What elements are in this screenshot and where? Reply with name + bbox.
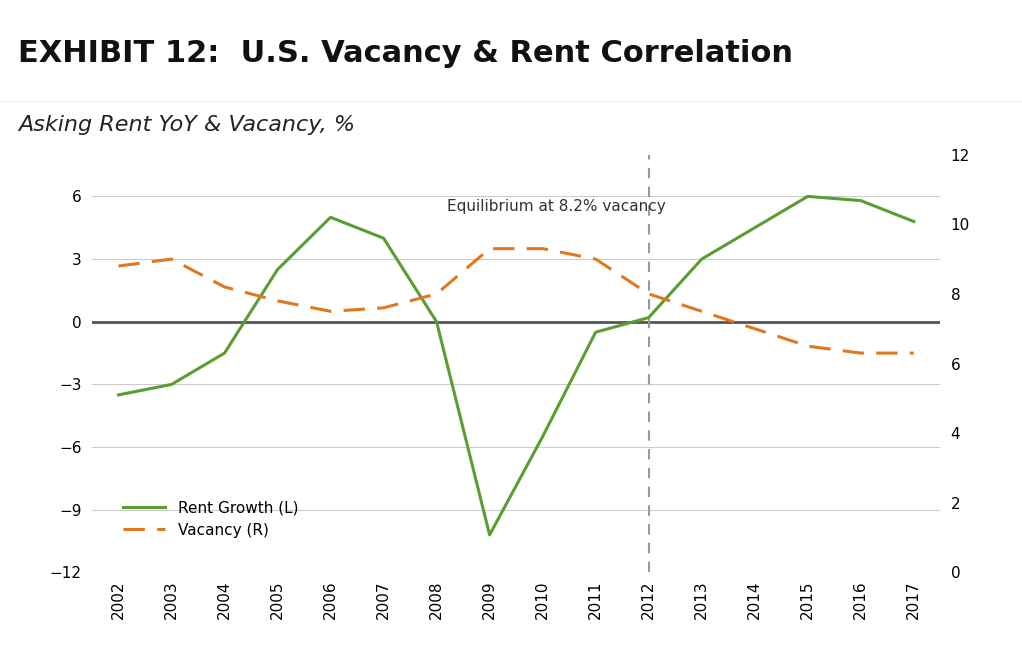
Legend: Rent Growth (L), Vacancy (R): Rent Growth (L), Vacancy (R) (117, 494, 305, 544)
Text: Equilibrium at 8.2% vacancy: Equilibrium at 8.2% vacancy (448, 199, 666, 215)
Text: Asking Rent YoY & Vacancy, %: Asking Rent YoY & Vacancy, % (18, 115, 356, 135)
Text: EXHIBIT 12:  U.S. Vacancy & Rent Correlation: EXHIBIT 12: U.S. Vacancy & Rent Correlat… (18, 39, 793, 68)
